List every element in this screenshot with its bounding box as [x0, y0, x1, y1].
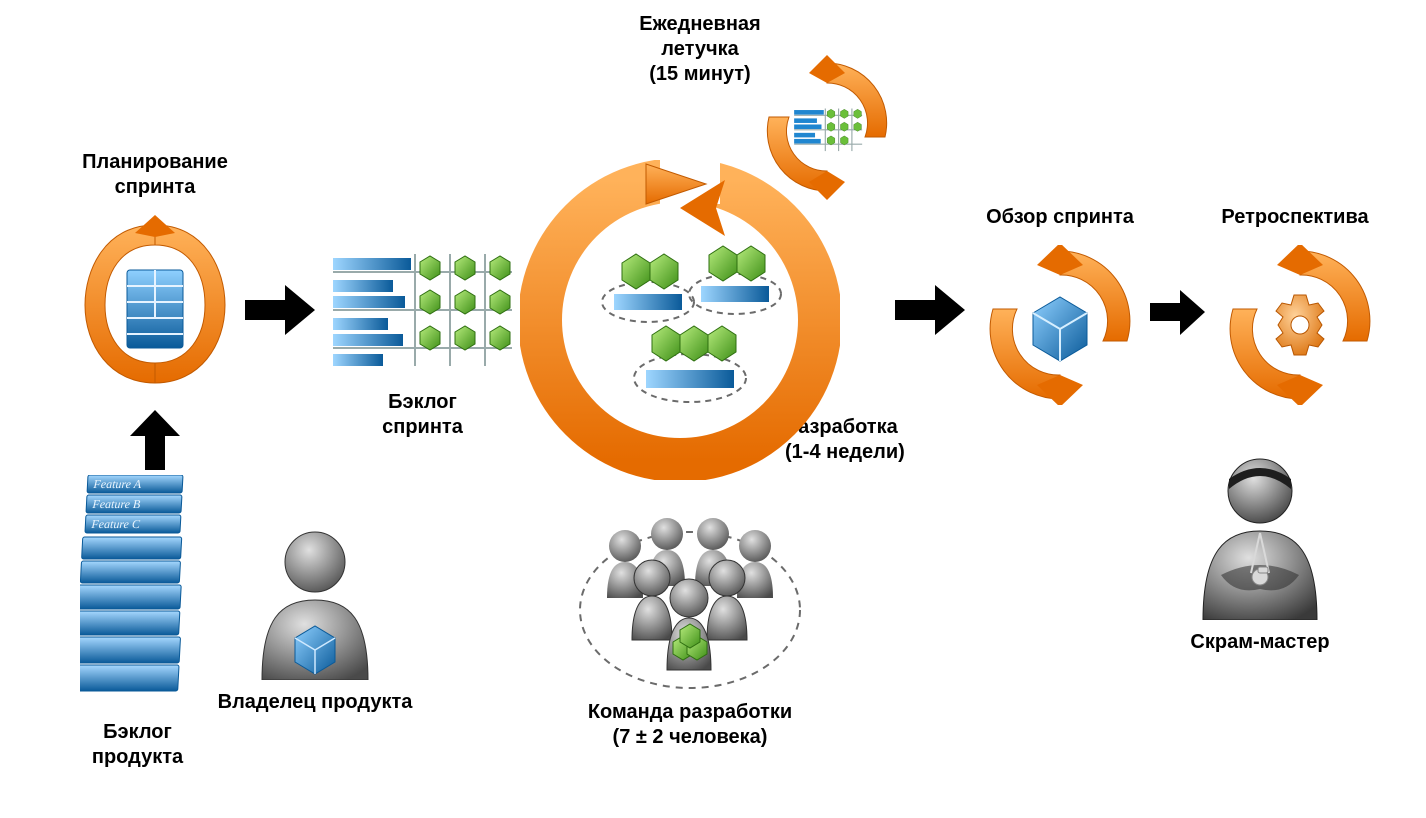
dev-team-icon: [575, 500, 805, 690]
sprint-planning-cycle-icon: [75, 215, 235, 390]
product-backlog-stack-icon: Feature A Feature B Feature C: [80, 475, 195, 710]
product-owner-icon: [250, 530, 380, 680]
product-owner-label: Владелец продукта: [205, 690, 425, 715]
arrow-up-icon: [130, 410, 180, 470]
sprint-planning-label: Планирование спринта: [60, 150, 250, 200]
development-cycle-icon: [520, 160, 840, 480]
retrospective-label: Ретроспектива: [1195, 205, 1395, 230]
feature-b-text: Feature B: [91, 497, 141, 511]
sprint-backlog-label: Бэклог спринта: [345, 390, 500, 440]
sprint-review-cycle-icon: [975, 245, 1145, 405]
retrospective-cycle-icon: [1215, 245, 1385, 405]
daily-standup-cycle-icon: [755, 55, 900, 200]
arrow-right-1-icon: [245, 285, 315, 335]
sprint-backlog-grid-icon: [330, 250, 515, 370]
feature-a-text: Feature A: [92, 477, 142, 491]
scrum-master-label: Скрам-мастер: [1160, 630, 1360, 655]
dev-team-label: Команда разработки (7 ± 2 человека): [570, 700, 810, 750]
sprint-review-label: Обзор спринта: [960, 205, 1160, 230]
scrum-master-icon: [1185, 455, 1335, 620]
arrow-right-2-icon: [895, 285, 965, 335]
feature-c-text: Feature C: [90, 517, 141, 531]
product-backlog-label: Бэклог продукта: [60, 720, 215, 770]
arrow-right-3-icon: [1150, 290, 1205, 335]
